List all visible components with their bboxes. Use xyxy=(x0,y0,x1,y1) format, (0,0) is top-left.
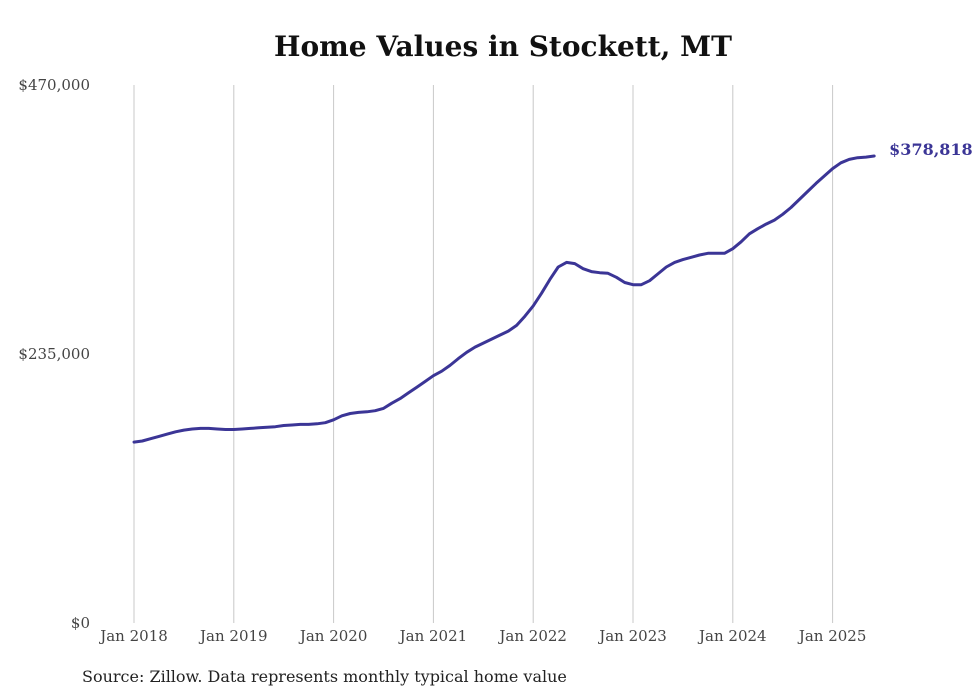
y-tick-label: $470,000 xyxy=(18,76,90,94)
y-axis-ticks: $0 $235,000 $470,000 xyxy=(18,76,90,632)
x-tick-label: Jan 2018 xyxy=(98,627,168,645)
series-line xyxy=(132,154,876,444)
end-label-layer: $378,818 xyxy=(889,140,973,159)
y-tick-label: $0 xyxy=(71,614,90,632)
x-tick-label: Jan 2022 xyxy=(497,627,567,645)
x-tick-label: Jan 2019 xyxy=(198,627,268,645)
grid-lines xyxy=(133,85,834,623)
x-axis-ticks: Jan 2018 Jan 2019 Jan 2020 Jan 2021 Jan 2022… xyxy=(98,627,866,645)
x-tick-label: Jan 2024 xyxy=(697,627,767,645)
end-value-label: $378,818 xyxy=(889,140,973,159)
x-tick-label: Jan 2021 xyxy=(398,627,468,645)
chart-title: Home Values in Stockett, MT xyxy=(274,30,732,63)
series-layer xyxy=(132,154,876,444)
x-tick-label: Jan 2020 xyxy=(298,627,368,645)
y-tick-label: $235,000 xyxy=(18,345,90,363)
x-tick-label: Jan 2023 xyxy=(597,627,667,645)
x-tick-label: Jan 2025 xyxy=(797,627,867,645)
source-note: Source: Zillow. Data represents monthly … xyxy=(82,667,567,686)
